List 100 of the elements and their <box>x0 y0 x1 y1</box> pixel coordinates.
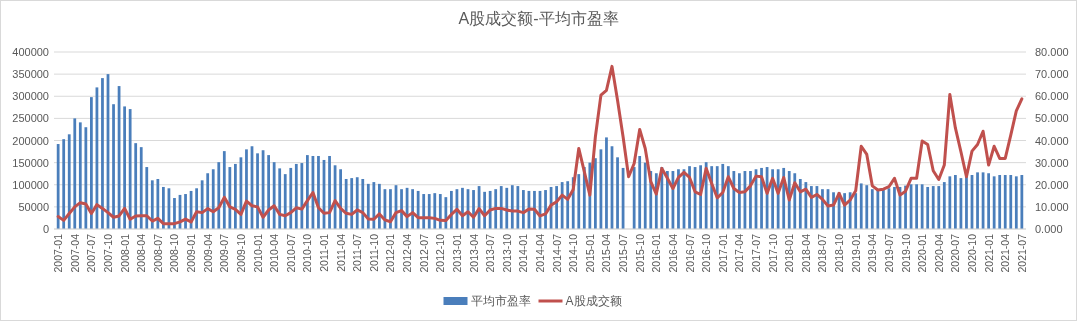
x-tick-label: 2012-07 <box>417 233 430 273</box>
y2-tick-label: 0.000 <box>1035 223 1063 235</box>
bar <box>139 147 143 229</box>
bar <box>427 194 431 229</box>
x-tick-label: 2013-10 <box>500 233 513 273</box>
x-tick-label: 2015-01 <box>583 233 596 273</box>
bar <box>920 184 924 229</box>
bar <box>73 118 77 229</box>
bar <box>67 134 71 229</box>
bar <box>150 180 154 229</box>
bar <box>56 144 60 229</box>
bar <box>184 194 187 229</box>
x-tick-label: 2016-01 <box>650 233 663 273</box>
y2-tick-label: 60.000 <box>1035 90 1069 103</box>
bar <box>344 179 348 229</box>
bar <box>228 167 232 229</box>
x-tick-label: 2017-10 <box>766 233 779 273</box>
bar <box>738 173 741 229</box>
bar <box>948 176 952 229</box>
bar <box>760 167 763 229</box>
bar <box>594 158 597 229</box>
bar <box>134 143 138 229</box>
bar <box>411 189 414 229</box>
x-tick-label: 2007-04 <box>68 233 81 273</box>
x-tick-label: 2020-04 <box>932 233 945 273</box>
bar <box>954 175 957 229</box>
bar <box>78 122 82 229</box>
bar <box>217 162 221 229</box>
x-tick-label: 2014-07 <box>550 233 563 273</box>
bar <box>101 78 104 229</box>
x-tick-label: 2018-04 <box>799 233 812 273</box>
bar <box>272 162 276 229</box>
bar <box>378 183 381 229</box>
bar <box>510 185 514 229</box>
bar <box>632 167 636 229</box>
bar <box>749 171 752 229</box>
y-tick-label: 200000 <box>12 134 49 147</box>
x-tick-label: 2016-04 <box>666 233 679 273</box>
y2-tick-label: 50.000 <box>1035 112 1069 125</box>
bar <box>62 139 66 229</box>
bar <box>616 157 619 229</box>
bar <box>715 166 719 229</box>
x-tick-label: 2015-07 <box>617 233 630 273</box>
bar <box>289 167 293 229</box>
x-tick-label: 2019-10 <box>899 233 912 273</box>
bar <box>1020 175 1024 229</box>
bar <box>361 179 365 229</box>
bar <box>677 169 680 229</box>
bar <box>560 182 564 229</box>
x-tick-label: 2013-07 <box>484 233 497 273</box>
bar <box>206 173 210 229</box>
bar <box>222 151 226 229</box>
bar <box>1014 176 1018 229</box>
x-tick-label: 2016-10 <box>700 233 713 273</box>
legend-label: A股成交额 <box>565 294 622 308</box>
bar <box>555 186 558 229</box>
bar <box>1009 175 1013 229</box>
y-tick-label: 350000 <box>12 68 49 81</box>
y-tick-label: 50000 <box>18 200 49 213</box>
y-tick-label: 250000 <box>12 112 49 125</box>
x-tick-label: 2020-01 <box>916 233 929 273</box>
x-tick-label: 2008-10 <box>168 233 181 273</box>
bar <box>643 162 647 229</box>
bar <box>1003 175 1007 229</box>
bar <box>366 183 370 229</box>
x-tick-label: 2008-04 <box>135 233 148 273</box>
bar <box>306 155 309 229</box>
y-tick-label: 400000 <box>12 46 49 58</box>
y2-tick-label: 80.000 <box>1035 46 1069 58</box>
bar <box>566 181 570 229</box>
x-tick-label: 2009-07 <box>218 233 231 273</box>
bar <box>965 176 968 229</box>
x-tick-label: 2009-10 <box>234 233 247 273</box>
x-tick-label: 2011-07 <box>351 233 364 272</box>
bar <box>355 177 359 229</box>
bar <box>90 97 93 229</box>
bar <box>294 163 298 229</box>
x-tick-label: 2007-07 <box>85 233 98 273</box>
bar <box>256 153 259 229</box>
x-tick-label: 2011-10 <box>367 233 380 272</box>
bar <box>798 179 802 229</box>
x-tick-label: 2018-10 <box>833 233 846 273</box>
bar <box>577 174 581 229</box>
bar <box>416 190 420 229</box>
line-series <box>56 64 1024 226</box>
chart-title: A股成交额-平均市盈率 <box>458 10 619 27</box>
bar <box>893 186 896 229</box>
bar <box>865 185 869 229</box>
bar <box>267 155 270 229</box>
bar <box>300 163 304 229</box>
y2-tick-label: 20.000 <box>1035 178 1069 191</box>
bar <box>992 176 996 229</box>
bar <box>173 198 176 229</box>
bar <box>732 171 736 229</box>
x-tick-label: 2007-01 <box>52 233 65 273</box>
bar <box>859 183 863 229</box>
x-tick-label: 2014-04 <box>534 233 546 273</box>
bar <box>372 182 376 229</box>
bar <box>915 184 918 229</box>
y-tick-label: 100000 <box>12 178 49 191</box>
